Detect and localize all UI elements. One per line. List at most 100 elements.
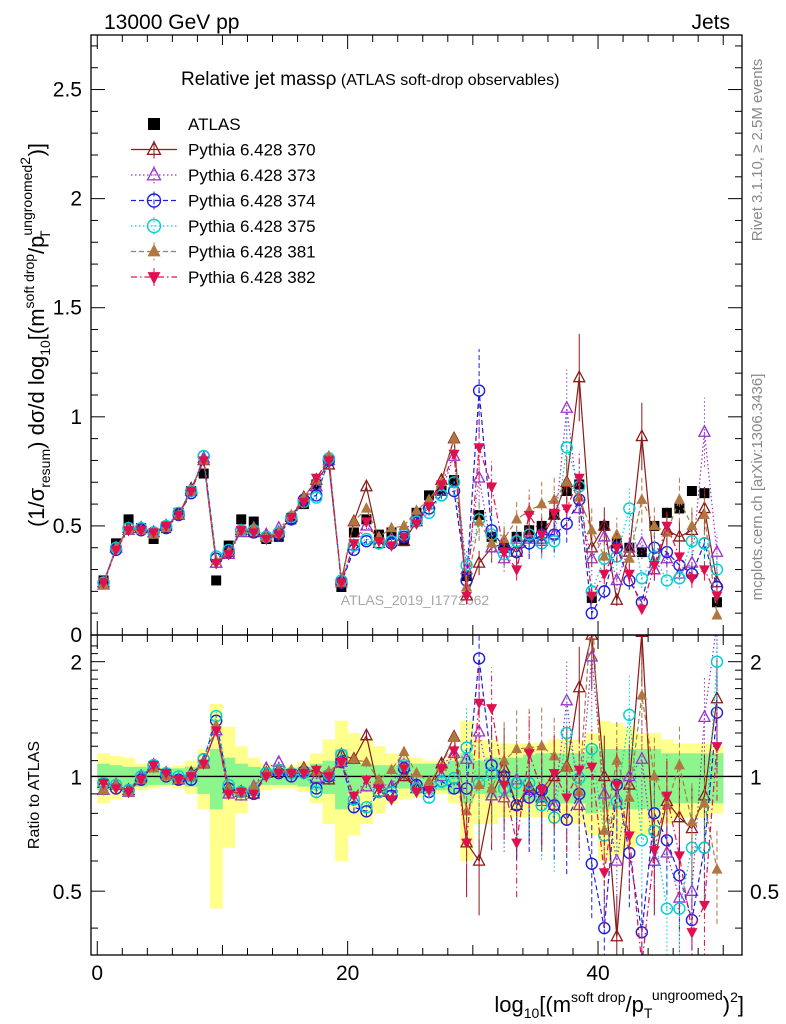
ratio-point <box>123 787 135 799</box>
band-inner <box>197 760 211 794</box>
main-point <box>160 521 172 533</box>
main-point <box>711 591 723 603</box>
ratio-point <box>585 857 598 870</box>
main-point <box>273 530 285 541</box>
main-point <box>359 478 373 492</box>
main-point <box>360 517 372 528</box>
ratio-point <box>447 771 461 785</box>
main-series-1 <box>96 333 724 607</box>
ratio-point <box>385 795 397 806</box>
main-point <box>173 510 185 522</box>
main-point <box>123 514 134 525</box>
ratio-point <box>348 791 360 803</box>
main-point <box>473 515 485 526</box>
main-point <box>672 529 686 542</box>
main-point <box>598 569 610 581</box>
ratio-point <box>610 928 624 942</box>
ratio-point <box>310 785 323 799</box>
ratio-point <box>697 709 712 722</box>
x-tick-label: 40 <box>586 962 609 985</box>
ratio-y-axis-label: Ratio to ATLAS <box>26 741 43 849</box>
ratio-point <box>235 787 247 799</box>
main-point <box>472 470 486 483</box>
main-point <box>472 384 486 397</box>
ratio-series-line <box>103 635 718 870</box>
ratio-point <box>511 742 523 754</box>
ratio-point <box>511 838 523 850</box>
ratio-y-tick-label: 0.5 <box>53 881 82 904</box>
band-inner <box>347 760 361 794</box>
legend-marker <box>147 272 161 285</box>
ratio-point <box>698 900 710 912</box>
ratio-point <box>448 730 460 741</box>
main-point <box>673 552 685 563</box>
main-point <box>448 449 460 461</box>
main-point <box>674 503 685 514</box>
main-point <box>560 441 573 454</box>
main-point <box>310 491 323 504</box>
main-point <box>635 535 649 549</box>
ratio-point <box>536 786 548 797</box>
legend-marker <box>147 244 161 257</box>
ratio-point <box>673 902 686 915</box>
main-y-tick-label: 0.5 <box>53 515 82 538</box>
ratio-series-line <box>103 661 718 910</box>
main-y-tick-label: 1 <box>70 406 82 429</box>
ratio-point <box>335 758 347 769</box>
ratio-point <box>110 784 122 795</box>
ratio-point <box>597 786 611 799</box>
main-point <box>548 534 561 548</box>
main-point <box>210 558 222 570</box>
x-axis-label: log10[(msoft drop/pTungroomed)2] <box>494 987 744 1021</box>
main-point <box>348 539 360 550</box>
ratio-series-5 <box>98 661 723 955</box>
ratio-point <box>473 778 485 790</box>
main-point <box>561 475 573 487</box>
main-point <box>309 478 323 492</box>
ratio-point <box>648 770 660 781</box>
ratio-series-line <box>103 635 718 937</box>
main-point <box>673 493 685 504</box>
main-point <box>561 504 573 515</box>
ratio-point <box>248 780 260 791</box>
main-point <box>660 574 674 587</box>
main-series-line <box>102 447 718 611</box>
main-point <box>623 552 635 563</box>
ratio-point <box>348 752 360 764</box>
ratio-y-tick-label: 1 <box>70 766 82 789</box>
main-point <box>598 550 610 561</box>
ratio-point <box>223 789 235 801</box>
main-point <box>573 473 585 485</box>
main-point <box>536 497 548 509</box>
ratio-point <box>611 754 623 765</box>
main-point <box>636 493 648 504</box>
main-point <box>211 575 222 586</box>
legend-label: Pythia 6.428 375 <box>188 217 316 236</box>
main-point <box>360 502 372 513</box>
ratio-point <box>560 692 574 706</box>
ratio-point <box>710 655 724 668</box>
ratio-point <box>98 779 110 790</box>
ratio-point <box>398 745 410 756</box>
ratio-point <box>248 789 260 801</box>
main-point <box>686 519 698 531</box>
main-point <box>373 537 385 548</box>
ratio-point <box>310 765 322 777</box>
main-point <box>485 524 498 537</box>
legend-marker <box>146 218 162 234</box>
ratio-point <box>598 824 610 835</box>
legend-label: Pythia 6.428 373 <box>188 166 316 185</box>
ratio-point <box>573 765 585 777</box>
ratio-point <box>623 791 635 802</box>
ratio-point <box>385 763 397 775</box>
ratio-point <box>173 775 185 787</box>
main-point <box>398 519 410 531</box>
ratio-y-tick-label-right: 2 <box>750 652 762 675</box>
ratio-point <box>573 785 585 797</box>
main-point <box>98 578 110 589</box>
ratio-point <box>548 769 560 780</box>
main-point <box>385 541 397 552</box>
main-plot-data <box>96 333 724 620</box>
ratio-point <box>598 868 610 879</box>
ratio-point <box>648 846 660 857</box>
